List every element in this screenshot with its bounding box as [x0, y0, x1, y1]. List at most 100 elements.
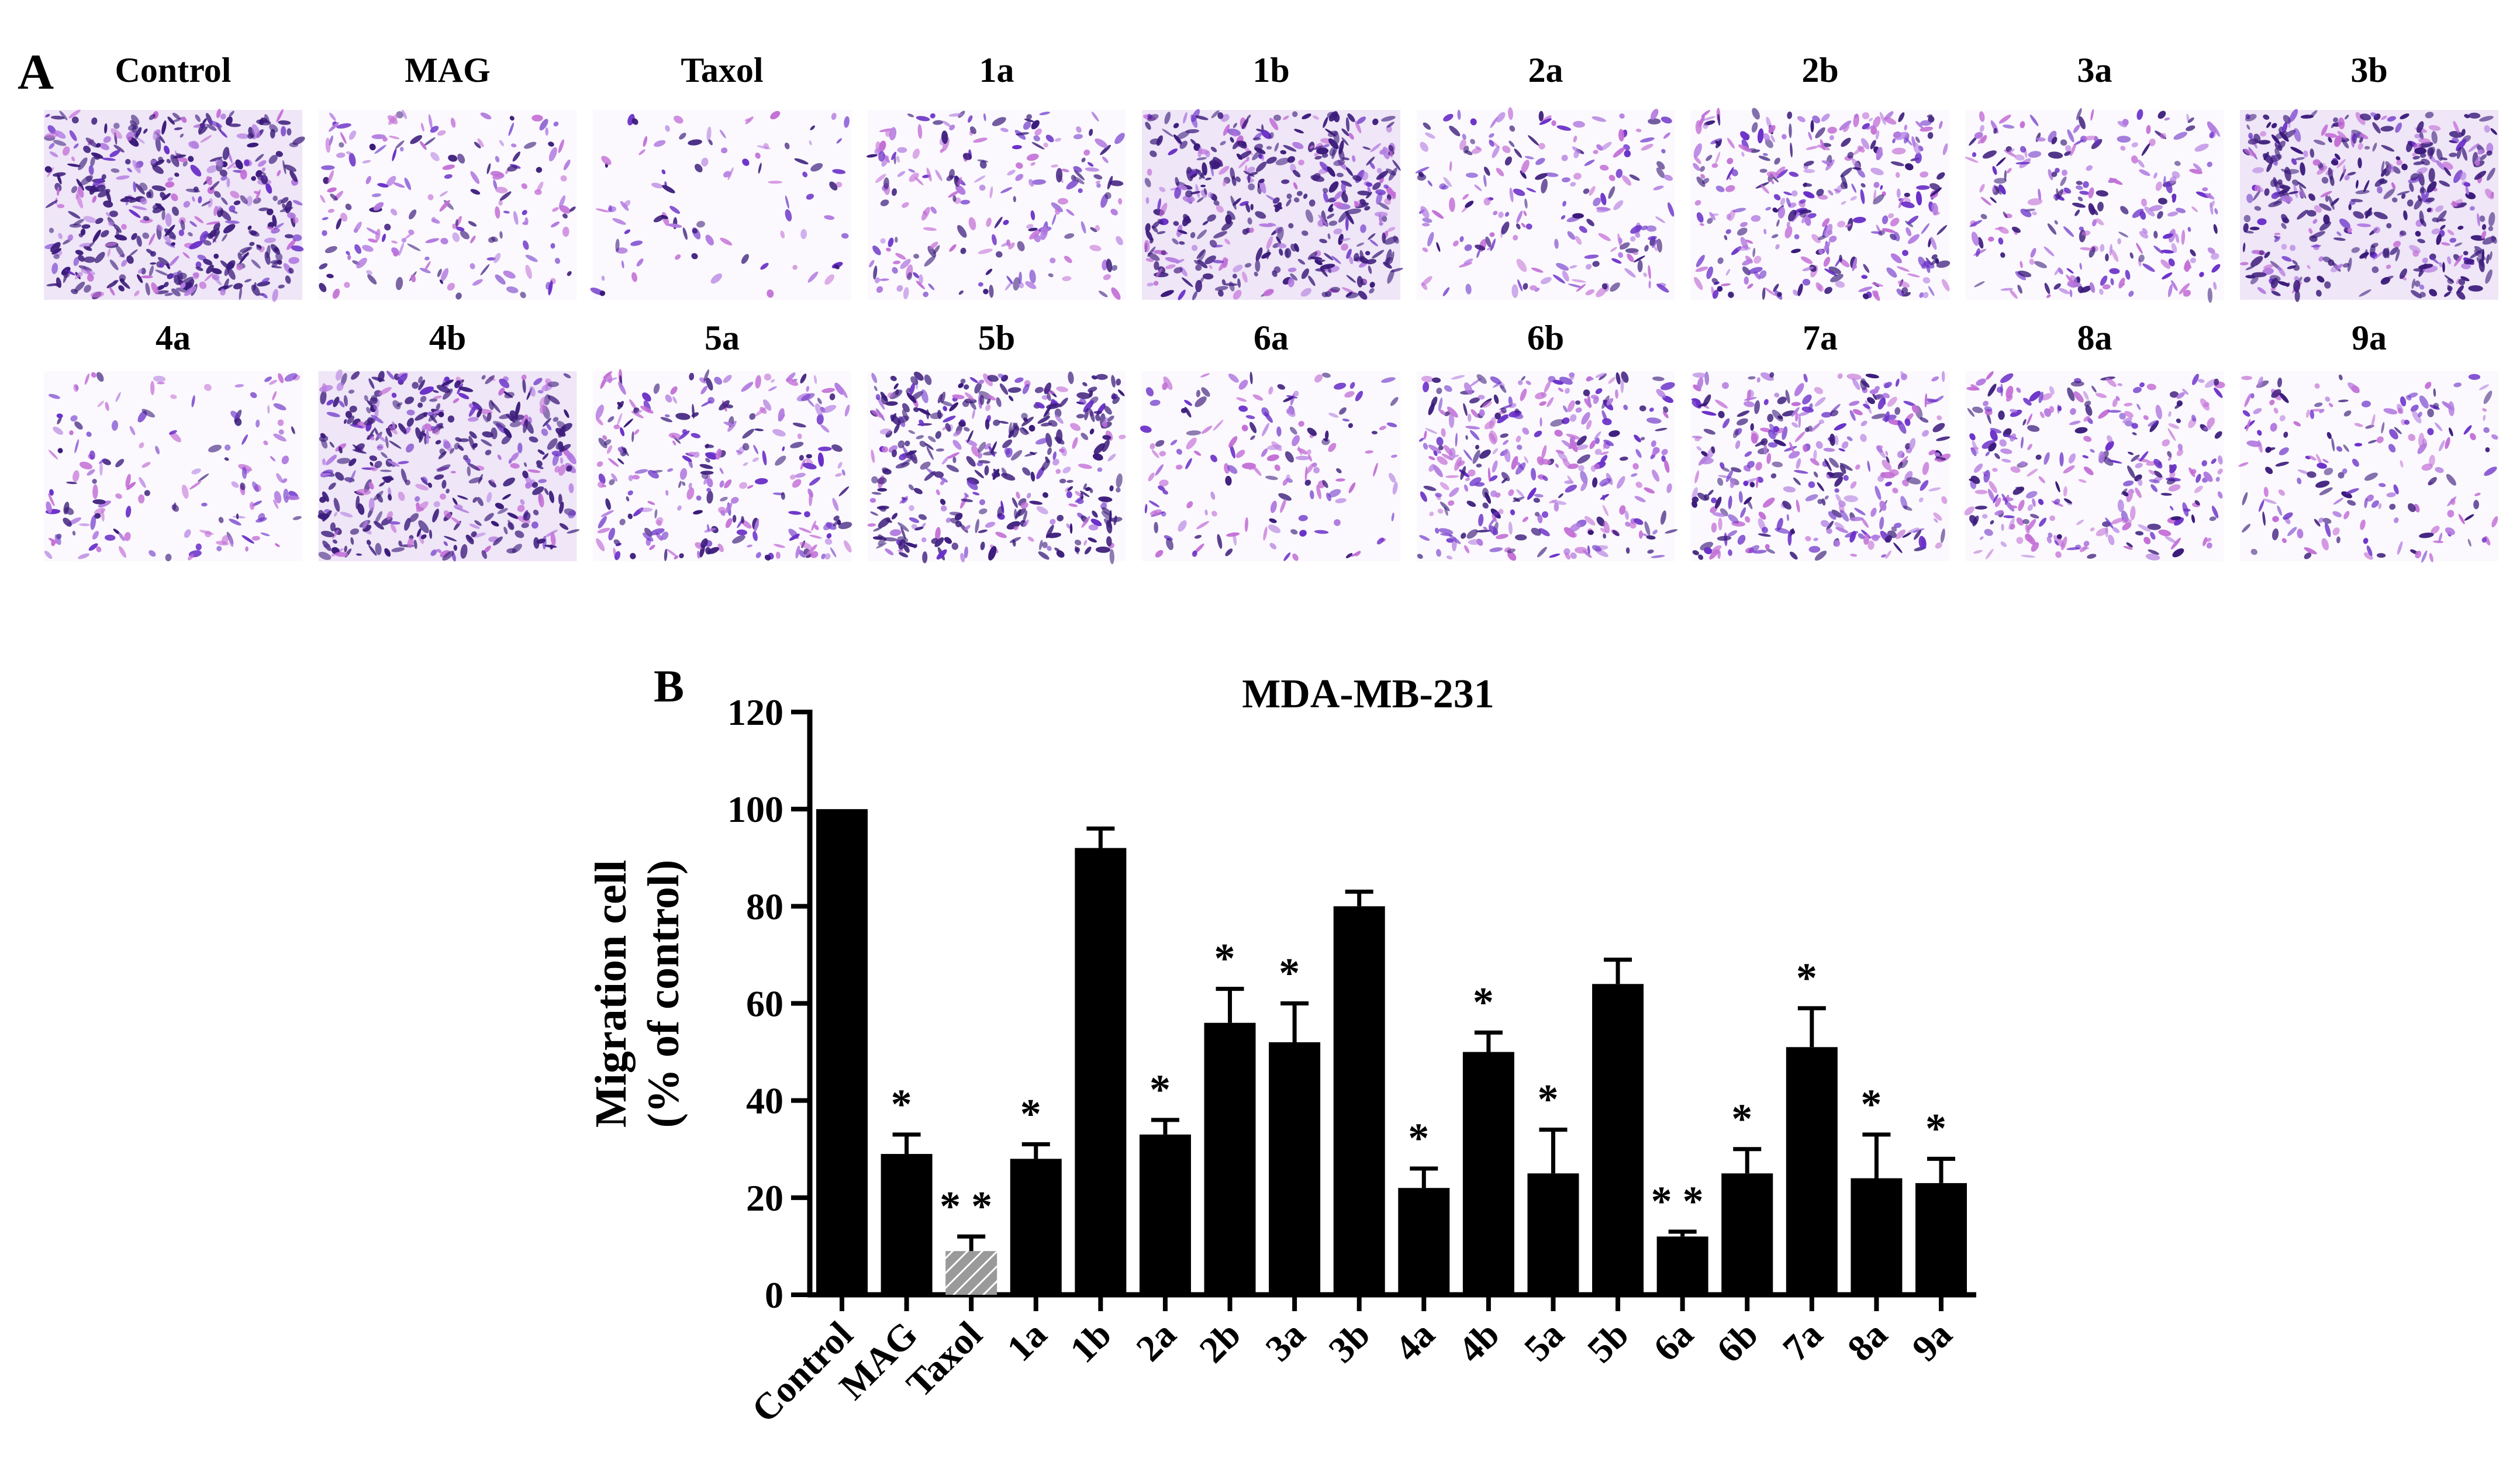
- bar-1a: [1010, 1159, 1062, 1295]
- significance-marker: *: [1279, 950, 1310, 997]
- micrograph-image: [867, 371, 1126, 565]
- x-tick-label: 1a: [999, 1314, 1054, 1369]
- micrograph-label: 9a: [2352, 319, 2387, 357]
- micrograph-label: 5a: [705, 319, 740, 357]
- x-tick-label: 4a: [1387, 1314, 1442, 1369]
- y-tick-label: 80: [746, 886, 783, 927]
- x-tick-label: 2b: [1191, 1314, 1248, 1371]
- significance-marker: *: [1214, 935, 1246, 982]
- y-tick-label: 100: [727, 789, 783, 830]
- bar-taxol: [945, 1251, 997, 1295]
- micrograph-label: 4a: [156, 319, 191, 357]
- micrograph-image: [1416, 371, 1678, 561]
- micrograph-image: [1142, 109, 1403, 300]
- y-axis-label-line1: Migration cell: [586, 860, 636, 1128]
- y-tick-label: 0: [765, 1274, 783, 1316]
- significance-marker: *: [1860, 1081, 1892, 1128]
- panel-a-label: A: [18, 44, 54, 100]
- bar-1b: [1075, 848, 1127, 1295]
- micrograph-image: [1965, 108, 2224, 303]
- bar-mag: [881, 1154, 933, 1295]
- chart-bars: ****** **********: [816, 809, 1967, 1295]
- x-tick-label: 1b: [1062, 1314, 1119, 1371]
- micrograph-image: [590, 110, 851, 300]
- micrograph-label: 3a: [2077, 51, 2112, 89]
- significance-marker: *: [1731, 1095, 1763, 1142]
- panel-b-bar-chart: B MDA-MB-231 Migration cell (% of contro…: [586, 661, 1976, 1430]
- significance-marker: *: [1149, 1066, 1181, 1113]
- micrograph-image: [2240, 109, 2498, 302]
- micrograph-image: [593, 369, 852, 561]
- bar-5b: [1592, 984, 1644, 1295]
- significance-marker: *: [1537, 1076, 1569, 1123]
- significance-marker: **: [1651, 1178, 1714, 1225]
- chart-title: MDA-MB-231: [1242, 672, 1494, 717]
- micrograph-grid: Control MAG Taxol 1a 1b 2a 2b 3a 3b 4a 4b 5a 5b 6a 6b 7…: [44, 51, 2498, 565]
- micrograph-image: [1415, 107, 1675, 300]
- micrograph-label: Control: [115, 51, 232, 89]
- x-tick-label: 7a: [1775, 1314, 1830, 1369]
- micrograph-label: 2b: [1801, 51, 1838, 89]
- bar-3b: [1333, 906, 1385, 1295]
- x-tick-label: 3b: [1321, 1314, 1378, 1371]
- micrograph-image: [317, 369, 580, 562]
- bar-4a: [1398, 1188, 1450, 1295]
- x-tick-label: 3a: [1258, 1314, 1313, 1369]
- chart-axes: 0 20 40 60 80 100 120: [727, 692, 1976, 1316]
- y-tick-label: 120: [727, 692, 783, 733]
- x-tick-label: 6b: [1708, 1314, 1766, 1371]
- y-tick-label: 60: [746, 983, 783, 1025]
- bar-5a: [1527, 1173, 1579, 1295]
- x-tick-label: 8a: [1839, 1314, 1895, 1369]
- micrograph-label: 3b: [2350, 51, 2387, 89]
- y-tick-label: 20: [746, 1177, 783, 1219]
- bar-2a: [1139, 1134, 1191, 1295]
- micrograph-image: [44, 371, 302, 562]
- micrograph-label: 2a: [1528, 51, 1563, 89]
- micrograph-image: [44, 109, 305, 302]
- x-tick-label: 4b: [1450, 1314, 1507, 1371]
- micrograph-image: [1691, 371, 1951, 561]
- y-axis-label-line2: (% of control): [639, 860, 688, 1128]
- significance-marker: *: [891, 1081, 923, 1128]
- bar-7a: [1786, 1047, 1838, 1295]
- significance-marker: *: [1473, 979, 1504, 1025]
- bar-6b: [1721, 1173, 1773, 1295]
- significance-marker: *: [1020, 1090, 1052, 1137]
- micrograph-label: Taxol: [681, 51, 763, 89]
- x-tick-label: Taxol: [898, 1314, 990, 1405]
- x-tick-label: 9a: [1904, 1314, 1959, 1369]
- micrograph-image: [2238, 371, 2498, 563]
- micrograph-image: [1691, 108, 1951, 301]
- bar-8a: [1851, 1178, 1903, 1295]
- y-tick-label: 40: [746, 1080, 783, 1122]
- micrograph-label: MAG: [405, 51, 491, 89]
- micrograph-label: 7a: [1803, 319, 1838, 357]
- micrograph-image: [318, 109, 577, 300]
- x-tick-label: 2a: [1128, 1314, 1183, 1369]
- bar-control: [816, 809, 868, 1295]
- bar-9a: [1915, 1183, 1967, 1295]
- micrograph-label: 6a: [1254, 319, 1289, 357]
- micrograph-image: [866, 110, 1126, 300]
- bar-6a: [1656, 1236, 1708, 1295]
- bar-3a: [1269, 1042, 1321, 1295]
- bar-4b: [1462, 1052, 1514, 1295]
- micrograph-label: 1a: [979, 51, 1014, 89]
- x-tick-label: 5a: [1516, 1314, 1572, 1369]
- micrograph-label: 8a: [2077, 319, 2112, 357]
- significance-marker: *: [1408, 1115, 1439, 1162]
- micrograph-label: 4b: [429, 319, 466, 357]
- x-tick-label: 5b: [1579, 1314, 1637, 1371]
- micrograph-label: 5b: [978, 319, 1015, 357]
- significance-marker: **: [940, 1183, 1003, 1229]
- panel-b-label: B: [654, 661, 684, 711]
- micrograph-label: 6b: [1527, 319, 1564, 357]
- significance-marker: *: [1796, 955, 1828, 1001]
- x-tick-label: 6a: [1645, 1314, 1701, 1369]
- micrograph-image: [1140, 371, 1400, 561]
- micrograph-image: [1964, 371, 2225, 561]
- micrograph-label: 1b: [1252, 51, 1289, 89]
